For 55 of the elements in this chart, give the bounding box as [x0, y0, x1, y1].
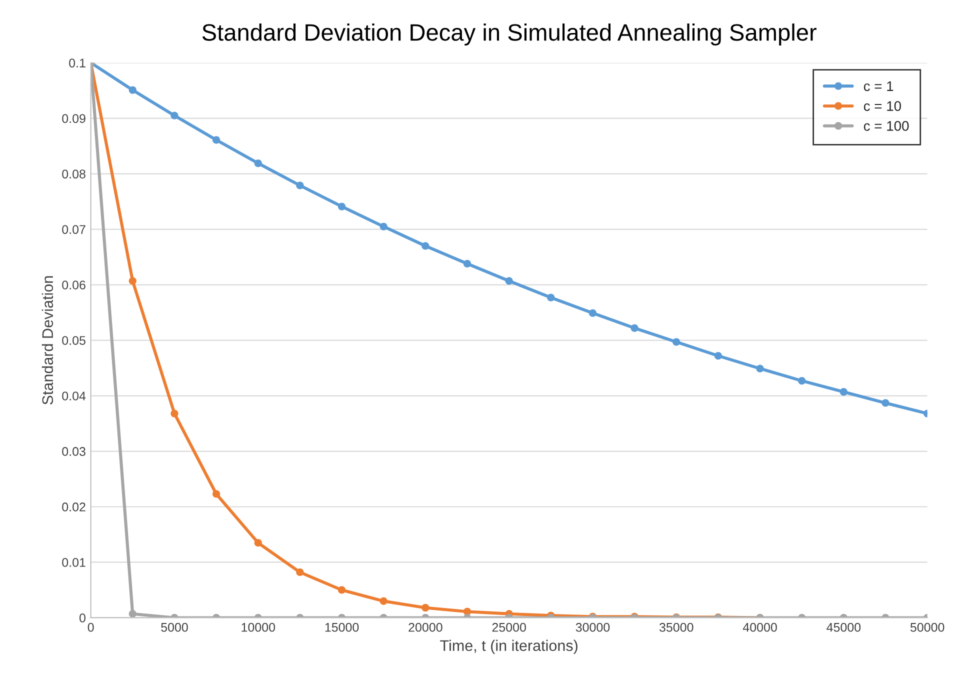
y-tick-label: 0.02	[62, 502, 86, 512]
point	[714, 352, 722, 360]
x-tick-label: 5000	[161, 622, 188, 632]
x-tick-label: 0	[88, 622, 94, 632]
y-tick-label: 0.09	[62, 114, 86, 123]
point	[254, 159, 262, 168]
point	[756, 364, 764, 372]
point	[422, 604, 430, 612]
x-tick-label: 40000	[742, 622, 777, 632]
x-tick-label: 20000	[408, 622, 442, 632]
chart-title: Standard Deviation Decay in Simulated Annealing Sampler	[202, 23, 816, 46]
legend-label: c = 100	[864, 121, 909, 131]
point	[128, 277, 136, 285]
y-tick-label: 0.05	[62, 336, 86, 345]
point	[547, 294, 555, 302]
y-tick-label: 0.06	[62, 280, 86, 290]
point	[170, 112, 178, 120]
point	[254, 538, 262, 547]
point	[212, 490, 220, 498]
point	[840, 388, 848, 396]
y-tick-label: 0	[79, 614, 86, 622]
x-tick-label: 15000	[325, 622, 359, 632]
point	[296, 568, 304, 576]
point	[128, 86, 136, 94]
legend-label: c = 1	[864, 81, 894, 92]
point	[338, 202, 346, 210]
y-axis-title: Standard Deviation	[42, 276, 54, 405]
x-tick-label: 45000	[826, 622, 861, 632]
point	[170, 410, 178, 418]
point	[882, 399, 890, 407]
legend-label: c = 10	[864, 101, 901, 111]
x-tick-label: 10000	[242, 622, 276, 632]
point	[630, 324, 638, 332]
point	[380, 597, 388, 605]
point	[212, 136, 220, 144]
point	[505, 277, 513, 285]
x-tick-label: 35000	[659, 622, 694, 632]
y-tick-label: 0.01	[62, 558, 86, 567]
y-tick-label: 0.04	[62, 392, 86, 400]
x-axis-title: Time, t (in iterations)	[440, 640, 578, 654]
y-tick-label: 0.1	[69, 58, 86, 68]
point	[588, 309, 597, 317]
point	[338, 586, 346, 594]
point	[463, 260, 472, 268]
x-tick-label: 50000	[910, 622, 944, 632]
x-tick-label: 25000	[492, 622, 526, 632]
point	[798, 376, 806, 385]
point	[296, 182, 304, 190]
x-tick-label: 30000	[576, 622, 610, 632]
point	[422, 242, 430, 250]
y-tick-label: 0.07	[62, 225, 86, 234]
point	[380, 222, 388, 230]
point	[672, 338, 680, 346]
y-tick-label: 0.03	[62, 447, 86, 456]
y-tick-label: 0.08	[62, 170, 86, 178]
